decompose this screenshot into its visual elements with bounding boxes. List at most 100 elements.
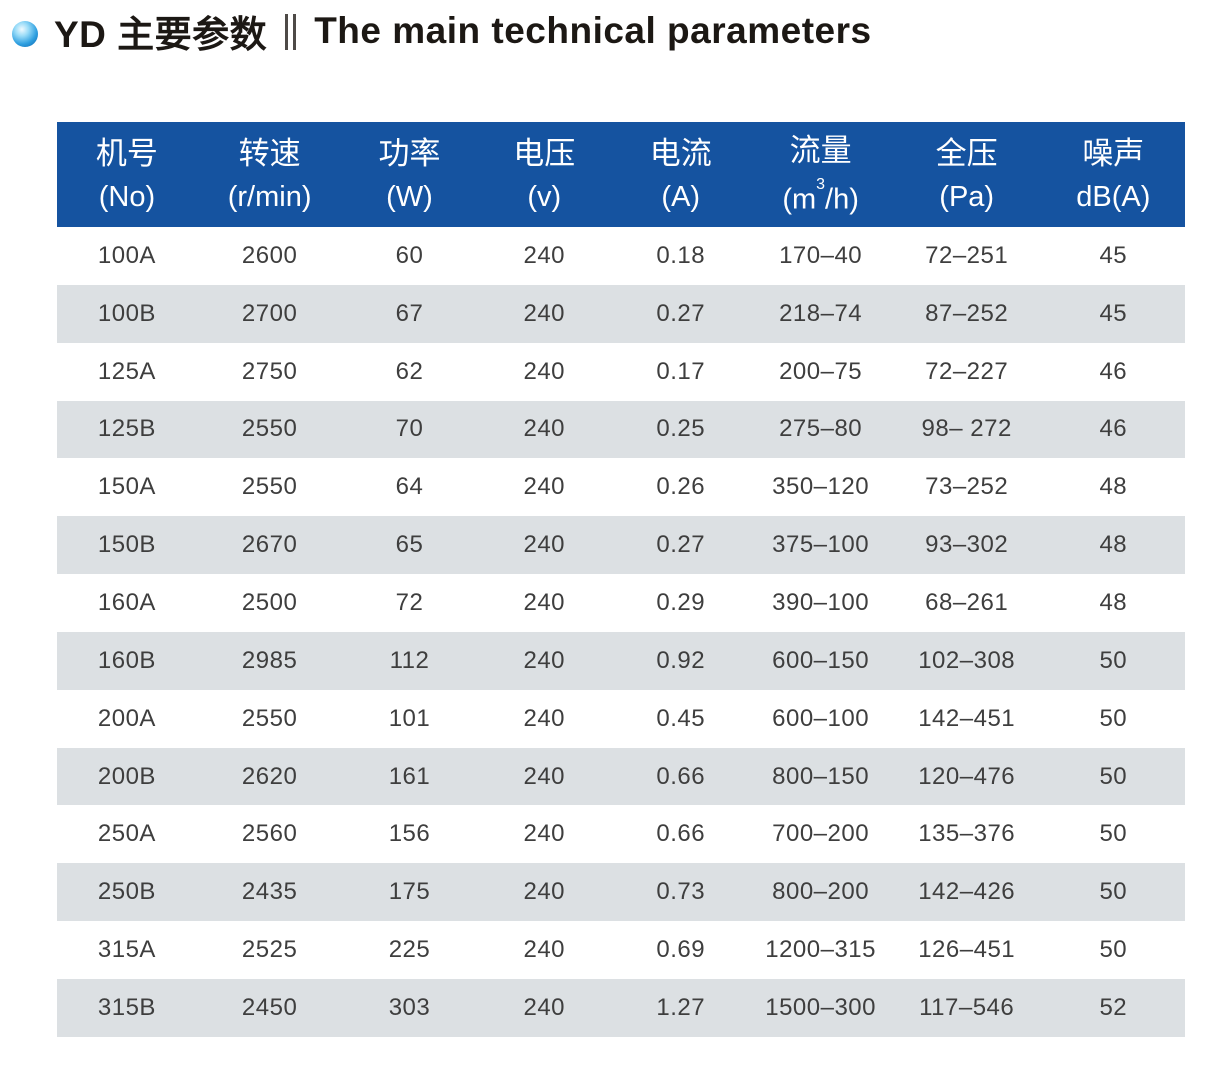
table-cell: 250A [97,820,156,848]
table-cell: 52 [1099,993,1128,1021]
table-cell: 0.25 [656,415,706,443]
blue-sphere-bullet-icon [12,21,38,47]
table-row: 100A 2600 60 240 0.18 170–40 72–251 45 [57,227,1185,285]
table-cell: 62 [395,357,424,385]
table-cell: 125B [97,415,156,443]
table-cell: 65 [395,531,424,559]
column-header: 机号 (No) [57,132,197,218]
table-cell: 240 [523,878,566,906]
table-cell: 72 [395,588,424,616]
table-cell: 150B [97,531,156,559]
table-cell: 46 [1099,415,1128,443]
column-header-unit: (Pa) [939,180,995,213]
table-cell: 46 [1099,357,1128,385]
table-row: 125A 2750 62 240 0.17 200–75 72–227 46 [57,343,1185,401]
page-title: YD 主要参数 The main technical parameters [54,4,872,58]
table-cell: 50 [1099,762,1128,790]
table-cell: 101 [388,704,431,732]
table-cell: 2500 [241,588,298,616]
table-cell: 125A [97,357,156,385]
table-cell: 48 [1099,473,1128,501]
table-cell: 2550 [241,473,298,501]
table-cell: 100A [97,241,156,269]
table-cell: 315A [97,936,156,964]
table-cell: 0.27 [656,531,706,559]
column-header-unit: (v) [527,180,562,213]
table-cell: 0.29 [656,588,706,616]
column-header-label: 电压 [513,135,576,171]
table-cell: 45 [1099,241,1128,269]
table-cell: 2435 [241,878,298,906]
table-cell: 2450 [241,993,298,1021]
table-cell: 117–546 [919,993,1015,1021]
table-row: 200B 2620 161 240 0.66 800–150 120–476 50 [57,747,1185,806]
column-header-unit: (No) [98,180,156,213]
table-cell: 160A [97,588,156,616]
column-header-unit: (r/min) [227,180,312,213]
table-cell: 0.45 [656,704,706,732]
table-cell: 2560 [241,820,298,848]
table-cell: 161 [388,762,431,790]
table-cell: 70 [395,415,424,443]
table-cell: 250B [97,878,156,906]
column-header-label: 噪声 [1082,135,1145,171]
table-cell: 100B [97,299,156,327]
table-cell: 112 [389,646,430,674]
table-cell: 142–451 [918,704,1016,732]
table-cell: 0.66 [656,762,706,790]
table-cell: 64 [395,473,424,501]
table-row: 160A 2500 72 240 0.29 390–100 68–261 48 [57,574,1185,632]
column-header: 全压 (Pa) [892,132,1042,218]
table-cell: 0.27 [656,299,706,327]
table-cell: 240 [523,588,566,616]
table-cell: 2550 [241,704,298,732]
column-header: 转速 (r/min) [197,132,343,218]
column-header-label: 功率 [378,135,441,171]
table-cell: 240 [523,936,566,964]
table-cell: 1.27 [656,993,706,1021]
table-cell: 240 [523,531,566,559]
column-header-unit: (m3/h) [782,175,859,216]
table-row: 125B 2550 70 240 0.25 275–80 98– 272 46 [57,400,1185,459]
column-header-unit: dB(A) [1076,180,1151,213]
table-body: 100A 2600 60 240 0.18 170–40 72–251 45 100B 2700 6… [57,227,1185,1037]
table-cell: 1500–300 [765,993,876,1021]
table-cell: 390–100 [772,588,870,616]
table-row: 160B 2985 112 240 0.92 600–150 102–308 50 [57,631,1185,690]
table-cell: 102–308 [918,646,1016,674]
table-cell: 0.26 [656,473,706,501]
table-cell: 2620 [241,762,298,790]
table-row: 200A 2550 101 240 0.45 600–100 142–451 50 [57,690,1185,748]
table-row: 315A 2525 225 240 0.69 1200–315 126–451 50 [57,921,1185,979]
table-cell: 142–426 [918,878,1016,906]
page-title-chinese: YD 主要参数 [54,14,268,55]
column-header: 电流 (A) [612,132,750,218]
table-cell: 50 [1099,878,1128,906]
table-cell: 87–252 [925,299,1009,327]
table-cell: 0.17 [656,357,706,385]
table-cell: 600–150 [772,646,870,674]
column-header-label: 转速 [238,135,301,171]
table-cell: 240 [523,820,566,848]
table-cell: 218–74 [779,299,863,327]
table-cell: 800–200 [772,878,870,906]
table-cell: 2670 [241,531,298,559]
table-cell: 135–376 [918,820,1016,848]
table-cell: 72–251 [925,241,1009,269]
table-cell: 0.69 [656,936,706,964]
table-cell: 45 [1099,299,1128,327]
table-cell: 275–80 [779,415,863,443]
column-header-label: 流量 [789,132,852,168]
table-row: 150B 2670 65 240 0.27 375–100 93–302 48 [57,516,1185,575]
table-cell: 240 [523,415,566,443]
table-cell: 156 [388,820,431,848]
table-cell: 200–75 [779,357,863,385]
table-row: 250B 2435 175 240 0.73 800–200 142–426 50 [57,863,1185,922]
table-cell: 225 [388,936,431,964]
table-cell: 73–252 [925,473,1009,501]
table-cell: 170–40 [779,241,863,269]
table-cell: 48 [1099,531,1128,559]
table-cell: 2600 [241,241,298,269]
table-cell: 200A [97,704,156,732]
